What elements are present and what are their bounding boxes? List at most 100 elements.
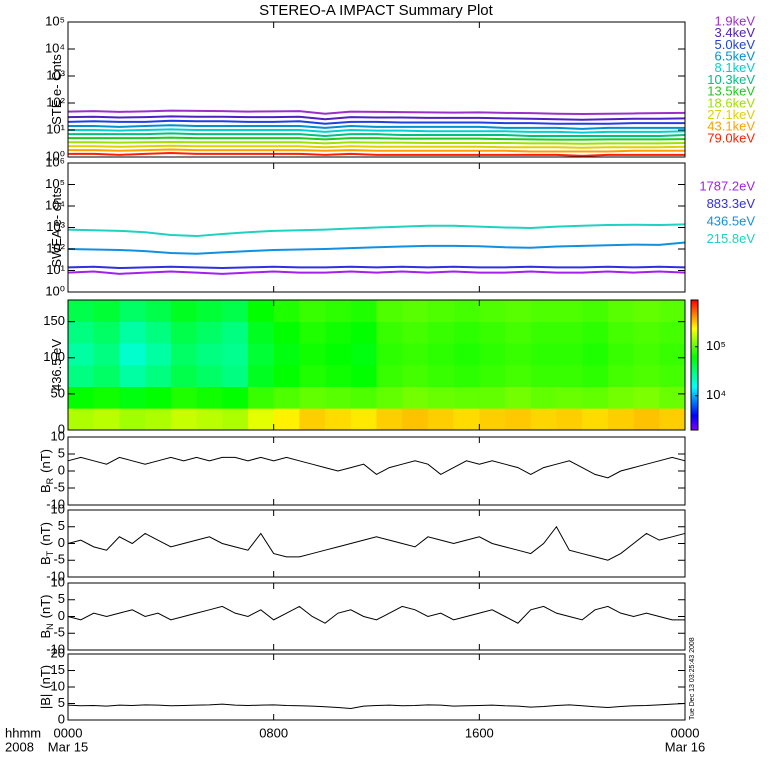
heatmap-cell	[556, 321, 583, 344]
heatmap-cell	[350, 321, 377, 344]
legend-entry: 13.5keV	[707, 84, 755, 99]
panel: 10⁴ 10⁵ 0 50 100 150 436.5 eV	[43, 299, 726, 436]
heatmap-cell	[633, 321, 660, 344]
y-axis-label: BR (nT)	[38, 449, 55, 493]
y-axis-label-sub: N	[45, 623, 55, 630]
legend-entry: 18.6keV	[707, 95, 755, 110]
y-tick-label: 5	[58, 445, 65, 460]
y-tick-label: 10¹	[46, 262, 65, 277]
panel: -10-5 0 5 10 BT (nT)	[38, 501, 686, 583]
y-tick-label: 10⁴	[45, 40, 65, 55]
heatmap-cell	[633, 408, 660, 431]
legend-entry: 10.3keV	[707, 72, 755, 87]
legend-entry: 883.3eV	[707, 196, 756, 211]
heatmap-cell	[170, 321, 197, 344]
heatmap-cell	[350, 343, 377, 366]
data-line	[67, 241, 686, 255]
heatmap-cell	[299, 321, 326, 344]
heatmap-cell	[196, 343, 223, 366]
heatmap-cell	[170, 365, 197, 387]
y-axis-label: BN (nT)	[38, 594, 55, 638]
y-tick-label: 10²	[46, 94, 65, 109]
heatmap-cell	[607, 408, 634, 431]
heatmap-cell	[453, 386, 480, 409]
colorbar-tick-label: 10⁴	[706, 387, 726, 402]
heatmap-cell	[247, 343, 274, 366]
y-tick-label: 5	[58, 695, 65, 710]
heatmap-cell	[273, 365, 300, 387]
heatmap-cell	[93, 343, 120, 366]
heatmap-cell	[402, 300, 429, 322]
heatmap-cell	[299, 343, 326, 366]
heatmap-cell	[659, 300, 686, 322]
heatmap-cell	[402, 321, 429, 344]
heatmap-cell	[556, 408, 583, 431]
heatmap-cell	[145, 300, 172, 322]
heatmap-cell	[530, 386, 557, 409]
heatmap-cell	[633, 300, 660, 322]
heatmap-cell	[222, 343, 249, 366]
heatmap-cell	[505, 300, 532, 322]
y-tick-label: -10	[46, 496, 65, 511]
y-tick-label: 5	[58, 518, 65, 533]
heatmap-cell	[93, 408, 120, 431]
heatmap-cell	[119, 365, 146, 387]
heatmap-cell	[196, 300, 223, 322]
data-line	[68, 152, 685, 157]
heatmap-cell	[350, 408, 377, 431]
heatmap-cell	[376, 408, 403, 431]
heatmap-cell	[170, 408, 197, 431]
heatmap-cell	[530, 321, 557, 344]
heatmap-cell	[427, 321, 454, 344]
heatmap-cell	[325, 300, 352, 322]
heatmap-cell	[247, 386, 274, 409]
heatmap-cell	[556, 386, 583, 409]
heatmap-cell	[68, 321, 95, 344]
heatmap-cell	[325, 365, 352, 387]
legend-entry: 43.1keV	[707, 119, 755, 134]
y-tick-label: -5	[53, 479, 65, 494]
heatmap-cell	[222, 386, 249, 409]
data-line	[68, 132, 686, 137]
heatmap-cell	[582, 300, 609, 322]
heatmap-cell	[427, 343, 454, 366]
legend-entry: 1.9keV	[715, 13, 756, 28]
heatmap-cell	[273, 408, 300, 431]
heatmap-cell	[582, 365, 609, 387]
heatmap-cell	[93, 386, 120, 409]
y-axis-label: BT (nT)	[38, 522, 55, 565]
y-tick-label: 10³	[46, 219, 65, 234]
legend-entry: 27.1keV	[707, 107, 755, 122]
data-line	[67, 119, 685, 125]
heatmap-cell	[350, 365, 377, 387]
y-tick-label: -5	[53, 625, 65, 640]
heatmap-cell	[68, 300, 95, 322]
heatmap-cell	[145, 386, 172, 409]
heatmap-cell	[402, 365, 429, 387]
data-line	[67, 109, 686, 116]
heatmap-cell	[119, 343, 146, 366]
heatmap-cell	[119, 408, 146, 431]
y-tick-label: 0	[58, 421, 65, 436]
y-axis-label-unit: (nT)	[38, 449, 53, 473]
heatmap-cell	[170, 300, 197, 322]
heatmap-cell	[582, 386, 609, 409]
heatmap-cell	[479, 365, 506, 387]
heatmap-cell	[196, 365, 223, 387]
y-axis-label-sub: R	[45, 477, 55, 484]
heatmap-cell	[273, 386, 300, 409]
y-tick-label: 10⁵	[45, 176, 65, 191]
y-axis-label-text: STE e- Cnts	[49, 54, 64, 125]
heatmap-cell	[556, 365, 583, 387]
heatmap-cell	[376, 343, 403, 366]
y-tick-label: 10⁰	[45, 283, 65, 298]
heatmap-cell	[427, 408, 454, 431]
x-tick-label: 0800	[259, 725, 288, 740]
heatmap-cell	[659, 343, 686, 366]
heatmap-cell	[453, 365, 480, 387]
heatmap-cell	[402, 343, 429, 366]
heatmap-cell	[222, 321, 249, 344]
heatmap-cell	[607, 386, 634, 409]
panel: -10 -5 0 5 10 BR (nT)	[38, 428, 686, 511]
